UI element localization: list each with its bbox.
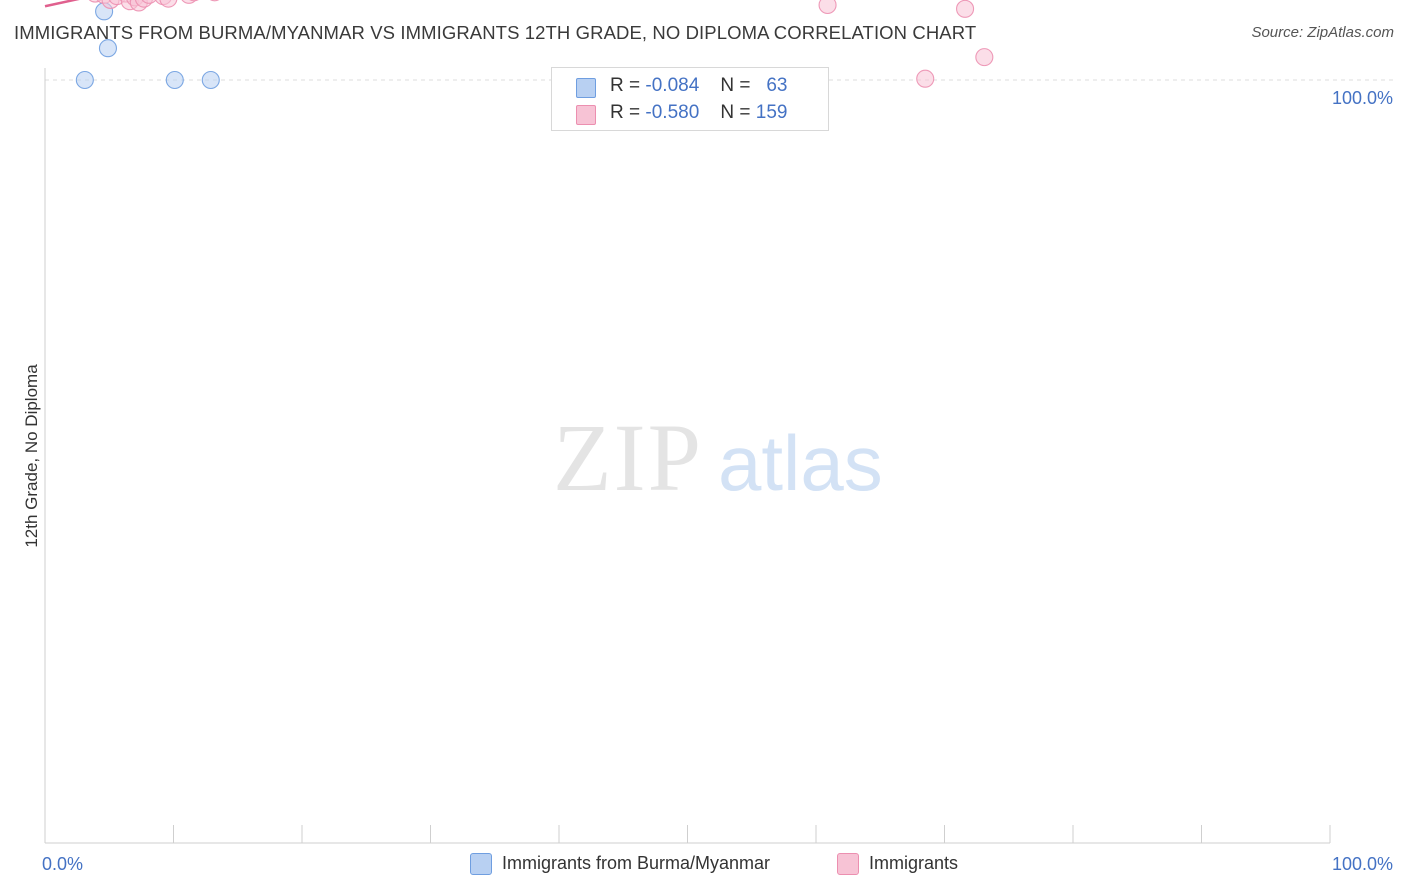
data-point-immigrants	[818, 0, 837, 15]
data-point-burma	[98, 39, 118, 58]
data-point-immigrants	[108, 0, 126, 6]
legend-swatch-burma	[576, 78, 596, 98]
y-axis-title: 12th Grade, No Diploma	[22, 364, 41, 548]
legend-swatch-immigrants	[576, 105, 596, 125]
correlation-legend: R = -0.084 N = 63 R = -0.580 N = 159	[551, 67, 829, 131]
trend-line-immigrants	[44, 0, 80, 8]
legend-r-label: R =	[610, 75, 641, 96]
legend-n-label: N =	[720, 102, 751, 123]
data-point-burma	[165, 70, 184, 90]
y-tick-label: 100.0%	[1332, 88, 1393, 108]
data-point-immigrants	[916, 69, 935, 88]
chart-title: IMMIGRANTS FROM BURMA/MYANMAR VS IMMIGRA…	[14, 22, 977, 43]
trend-lines	[44, 0, 80, 8]
watermark-zip: ZIP	[553, 404, 703, 511]
axes: 12th Grade, No Diploma	[22, 68, 1331, 844]
legend-text-burma: R = -0.084 N = 63	[610, 75, 787, 97]
legend-n-label: N =	[720, 75, 751, 96]
watermark: ZIP atlas	[553, 404, 883, 511]
data-point-immigrants	[189, 0, 199, 2]
data-point-immigrants	[956, 0, 975, 18]
series-burma-points	[75, 2, 220, 90]
bottom-legend-swatch-immigrants	[837, 853, 859, 875]
legend-text-immigrants: R = -0.580 N = 159	[610, 102, 787, 124]
data-point-immigrants	[209, 0, 220, 2]
legend-r-value: -0.580	[645, 102, 700, 123]
bottom-legend-label-burma: Immigrants from Burma/Myanmar	[502, 853, 771, 873]
x-tick-label: 100.0%	[1332, 854, 1393, 874]
legend-n-value: 63	[766, 75, 788, 96]
series-immigrants-points	[88, 0, 994, 88]
data-point-immigrants	[141, 0, 157, 4]
watermark-atlas: atlas	[718, 419, 883, 507]
x-tick-label: 0.0%	[42, 854, 83, 874]
legend-n-value: 159	[755, 102, 788, 123]
legend-r-label: R =	[610, 102, 641, 123]
data-point-burma	[201, 70, 220, 90]
data-point-burma	[75, 70, 94, 90]
bottom-legend-label-immigrants: Immigrants	[869, 853, 959, 873]
source-label: Source: ZipAtlas.com	[1251, 24, 1394, 41]
data-point-immigrants	[975, 48, 994, 67]
bottom-legend-swatch-burma	[470, 853, 492, 875]
legend-r-value: -0.084	[645, 75, 700, 96]
data-point-immigrants	[159, 0, 178, 8]
tick-labels: 100.0%85.0%70.0%55.0%0.0%100.0%	[42, 88, 1393, 874]
